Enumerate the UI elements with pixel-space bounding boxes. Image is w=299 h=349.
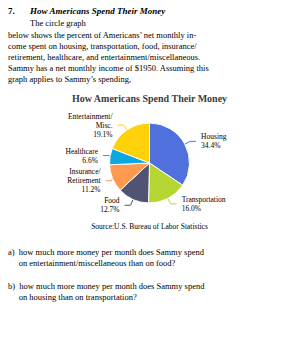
svg-text:How Americans Spend Their Mone: How Americans Spend Their Money	[29, 6, 166, 16]
svg-text:b) how much more money per mo: b) how much more money per month does Sa…	[8, 281, 205, 291]
svg-text:Housing: Housing	[201, 132, 227, 141]
svg-text:16.0%: 16.0%	[182, 204, 201, 213]
svg-text:19.1%: 19.1%	[93, 130, 112, 139]
svg-text:Transportation: Transportation	[182, 195, 226, 204]
svg-text:Retirement: Retirement	[67, 176, 101, 185]
svg-text:The circle graph: The circle graph	[30, 18, 86, 28]
svg-text:Healthcare: Healthcare	[66, 147, 99, 156]
svg-text:12.7%: 12.7%	[100, 205, 119, 214]
svg-text:on entertainment/miscellaneous: on entertainment/miscellaneous than on f…	[8, 258, 176, 268]
svg-text:6.6%: 6.6%	[82, 156, 98, 165]
svg-text:Sammy has a net monthly income: Sammy has a net monthly income of $1950.…	[8, 63, 209, 73]
svg-text:7.: 7.	[8, 6, 15, 16]
svg-text:Source:U.S. Bureau of Labor St: Source:U.S. Bureau of Labor Statistics	[91, 222, 208, 231]
svg-text:on housing than on transportat: on housing than on transportation?	[8, 292, 137, 302]
svg-text:Misc.: Misc.	[96, 121, 113, 130]
svg-text:How Americans Spend Their Mone: How Americans Spend Their Money	[72, 93, 227, 104]
svg-text:come spent on housing, transpo: come spent on housing, transportation, f…	[8, 41, 197, 51]
svg-text:Entertainment/: Entertainment/	[68, 112, 113, 121]
svg-text:11.2%: 11.2%	[81, 185, 100, 194]
svg-text:34.4%: 34.4%	[201, 141, 220, 150]
svg-text:retirement, healthcare, and en: retirement, healthcare, and entertainmen…	[8, 52, 200, 62]
svg-text:below shows the percent of Ame: below shows the percent of Americans’ ne…	[8, 30, 196, 40]
svg-text:Food: Food	[104, 196, 120, 205]
svg-text:Insurance/: Insurance/	[69, 167, 101, 176]
svg-text:graph applies to Sammy’s spend: graph applies to Sammy’s spending,	[8, 74, 131, 84]
svg-text:a) how much more money per mo: a) how much more money per month does Sa…	[8, 247, 205, 257]
